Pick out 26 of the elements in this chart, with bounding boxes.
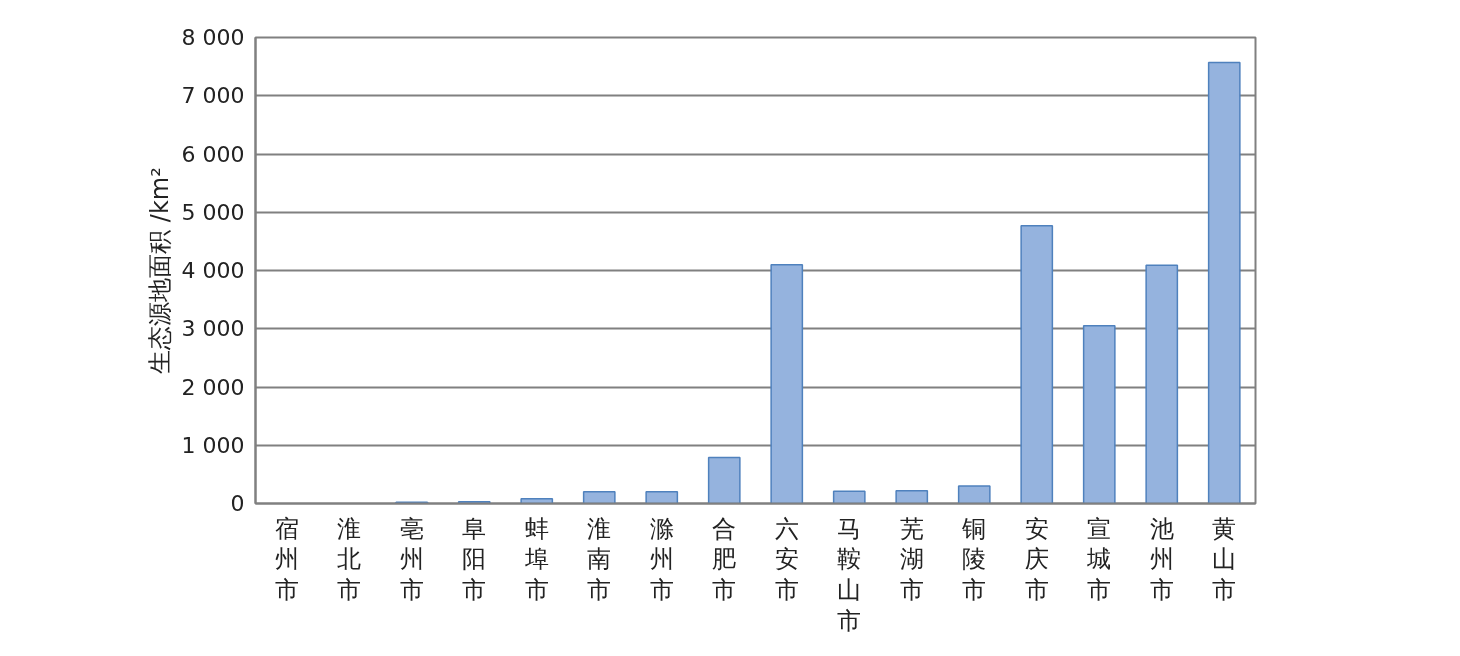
x-tick-label: 六安市 [774, 514, 799, 605]
y-tick-label: 0 [230, 491, 245, 516]
x-tick-label: 池州市 [1149, 514, 1174, 605]
x-tick-label: 黄山市 [1212, 514, 1237, 605]
x-tick-label: 淮北市 [337, 514, 362, 605]
y-tick-label: 8 000 [181, 25, 245, 50]
x-tick-label: 淮南市 [587, 514, 612, 605]
y-tick-label: 5 000 [181, 199, 245, 225]
x-tick-label: 铜陵市 [961, 514, 987, 605]
x-tick-label: 阜阳市 [462, 514, 487, 605]
y-tick-label: 1 000 [181, 432, 245, 458]
x-tick-label: 芜湖市 [899, 514, 924, 605]
y-tick-label: 6 000 [181, 141, 245, 167]
y-tick-label: 3 000 [181, 316, 245, 342]
x-tick-label: 合肥市 [712, 514, 737, 605]
y-axis-title: 生态源地面积 /km² [145, 167, 174, 374]
x-tick-label: 亳州市 [399, 514, 424, 605]
y-tick-label: 7 000 [181, 83, 245, 109]
x-tick-label: 马鞍山市 [837, 514, 862, 635]
x-tick-label: 蚌埠市 [523, 514, 549, 605]
x-tick-label: 宿州市 [274, 514, 299, 605]
y-tick-label: 2 000 [181, 374, 245, 400]
x-tick-label: 宣城市 [1086, 514, 1112, 605]
y-tick-label: 4 000 [181, 258, 245, 283]
x-tick-label: 安庆市 [1024, 514, 1049, 605]
x-tick-label: 滁州市 [649, 514, 674, 605]
